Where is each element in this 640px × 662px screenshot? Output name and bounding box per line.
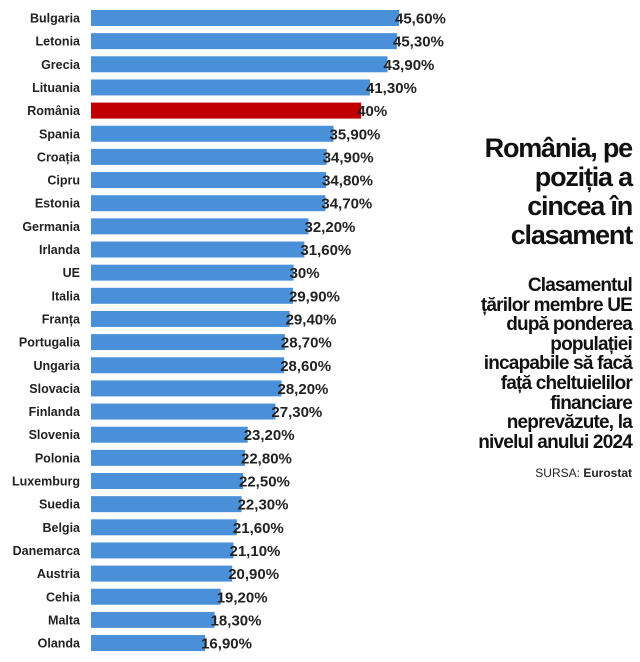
category-label-belgia: Belgia xyxy=(42,521,81,535)
category-label-letonia: Letonia xyxy=(36,35,81,49)
bar-slovenia xyxy=(91,426,248,443)
value-label-belgia: 21,60% xyxy=(233,520,284,537)
category-label-croatia: Croația xyxy=(37,150,81,164)
value-label-romania: 40% xyxy=(357,103,387,120)
value-label-franta: 29,40% xyxy=(286,311,337,328)
category-label-grecia: Grecia xyxy=(41,58,81,72)
category-label-germania: Germania xyxy=(22,220,81,234)
value-label-malta: 18,30% xyxy=(211,612,262,629)
category-label-ue: UE xyxy=(63,266,80,280)
category-label-portugalia: Portugalia xyxy=(19,336,81,350)
bar-suedia xyxy=(91,496,242,513)
bar-romania xyxy=(91,102,362,119)
bar-austria xyxy=(91,565,233,582)
value-label-danemarca: 21,10% xyxy=(230,543,281,560)
bar-lituania xyxy=(91,79,370,96)
value-label-bulgaria: 45,60% xyxy=(395,11,446,28)
category-label-cehia: Cehia xyxy=(46,590,81,604)
value-label-italia: 29,90% xyxy=(289,288,340,305)
category-label-malta: Malta xyxy=(48,613,81,627)
value-label-suedia: 22,30% xyxy=(238,497,289,514)
value-label-lituania: 41,30% xyxy=(366,80,417,97)
bar-chart: Bulgaria 45,60% Letonia 45,30% Grecia 43,90% L… xyxy=(12,10,446,653)
category-label-slovenia: Slovenia xyxy=(29,428,81,442)
value-label-portugalia: 28,70% xyxy=(281,335,332,352)
value-label-slovacia: 28,20% xyxy=(278,381,329,398)
bar-ue xyxy=(91,264,294,281)
category-label-suedia: Suedia xyxy=(39,498,81,512)
bar-cehia xyxy=(91,588,221,605)
category-label-spania: Spania xyxy=(39,127,81,141)
bar-grecia xyxy=(91,56,388,73)
value-label-olanda: 16,90% xyxy=(201,636,252,653)
category-label-bulgaria: Bulgaria xyxy=(30,12,81,26)
bar-malta xyxy=(91,611,215,628)
value-label-germania: 32,20% xyxy=(305,219,356,236)
bar-letonia xyxy=(91,33,397,50)
value-label-ungaria: 28,60% xyxy=(280,358,331,375)
bar-italia xyxy=(91,287,293,304)
bar-estonia xyxy=(91,195,326,212)
value-label-ue: 30% xyxy=(290,265,320,282)
bar-luxemburg xyxy=(91,473,243,489)
bar-slovacia xyxy=(91,380,282,397)
chart-subtitle: Clasamentul țărilor membre UE după ponde… xyxy=(478,275,633,453)
source-label: SURSA: xyxy=(535,466,580,481)
value-label-cehia: 19,20% xyxy=(217,589,268,606)
category-label-finlanda: Finlanda xyxy=(29,405,81,419)
bar-polonia xyxy=(91,449,245,466)
bar-olanda xyxy=(91,635,206,652)
side-panel: România, pe poziția a cincea în clasamen… xyxy=(478,133,634,481)
bar-franta xyxy=(91,310,290,327)
category-label-lituania: Lituania xyxy=(32,81,81,95)
value-label-slovenia: 23,20% xyxy=(244,427,295,444)
bar-irlanda xyxy=(91,241,305,258)
bar-germania xyxy=(91,218,309,235)
value-label-grecia: 43,90% xyxy=(384,57,435,74)
bar-finlanda xyxy=(91,403,276,420)
value-label-estonia: 34,70% xyxy=(321,196,372,213)
value-label-finlanda: 27,30% xyxy=(271,404,322,421)
bar-bulgaria xyxy=(91,10,399,26)
category-label-ungaria: Ungaria xyxy=(33,359,81,373)
bar-croatia xyxy=(91,148,327,165)
value-label-polonia: 22,80% xyxy=(241,450,292,467)
category-label-irlanda: Irlanda xyxy=(39,243,81,257)
value-label-spania: 35,90% xyxy=(330,126,381,143)
headline: România, pe poziția a cincea în clasamen… xyxy=(484,133,634,250)
bar-portugalia xyxy=(91,334,285,351)
bar-cipru xyxy=(91,172,327,189)
value-label-irlanda: 31,60% xyxy=(300,242,351,259)
value-label-austria: 20,90% xyxy=(228,566,279,583)
category-label-polonia: Polonia xyxy=(35,451,81,465)
category-label-danemarca: Danemarca xyxy=(13,544,81,558)
bar-ungaria xyxy=(91,357,285,374)
category-label-cipru: Cipru xyxy=(47,174,80,188)
bar-spania xyxy=(91,125,334,142)
bar-belgia xyxy=(91,519,237,536)
source-line: SURSA: Eurostat xyxy=(478,466,632,480)
bar-danemarca xyxy=(91,542,234,559)
value-label-luxemburg: 22,50% xyxy=(239,474,290,491)
category-label-olanda: Olanda xyxy=(38,637,81,651)
category-label-franta: Franța xyxy=(42,312,81,326)
category-label-estonia: Estonia xyxy=(35,197,81,211)
category-label-slovacia: Slovacia xyxy=(29,382,81,396)
value-label-croatia: 34,90% xyxy=(323,149,374,166)
value-label-letonia: 45,30% xyxy=(393,34,444,51)
category-label-luxemburg: Luxemburg xyxy=(12,475,80,489)
category-label-austria: Austria xyxy=(37,567,81,581)
source-name: Eurostat xyxy=(583,466,632,481)
category-label-romania: România xyxy=(27,104,81,118)
category-label-italia: Italia xyxy=(52,289,82,303)
value-label-cipru: 34,80% xyxy=(322,173,373,190)
